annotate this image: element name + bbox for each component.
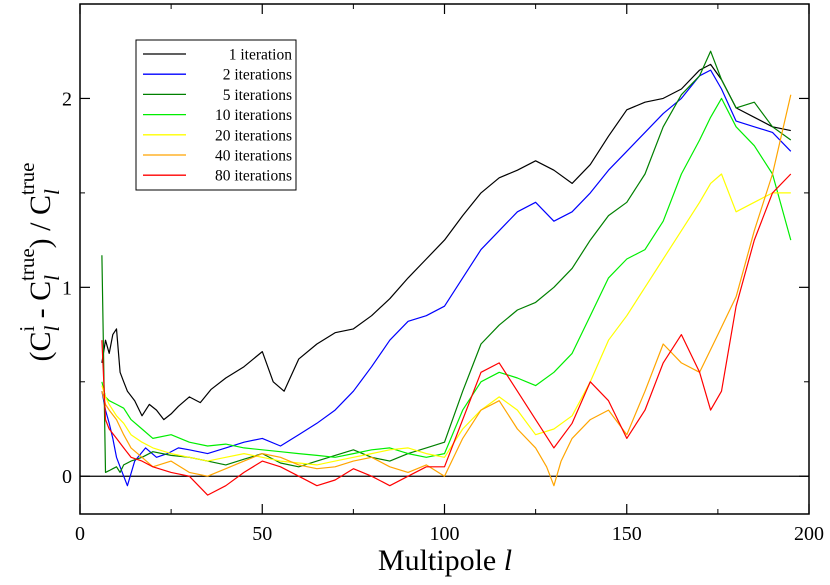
svg-text:(Cli - Cltrue) / Cltrue: (Cli - Cltrue) / Cltrue [15,162,64,361]
x-tick-label-4: 200 [794,523,824,545]
y-title-sub-l3: l [40,189,64,195]
y-tick-label-1: 1 [62,277,72,299]
y-title-sup-true: true [15,248,39,281]
x-tick-label-2: 100 [430,523,460,545]
series-line-6 [101,94,792,487]
y-axis-title: (Cli - Cltrue) / Cltrue [15,162,64,361]
y-tick-label-2: 2 [62,88,72,110]
y-title-sub-l1: l [40,326,64,332]
legend-label-6: 40 iterations [215,148,292,165]
x-tick-label-1: 50 [252,523,272,545]
legend-label-4: 10 iterations [215,107,292,124]
series-line-4 [101,97,792,458]
legend-label-7: 80 iterations [215,168,292,185]
legend-label-5: 20 iterations [215,127,292,144]
series-layer [101,50,792,496]
y-tick-label-0: 0 [62,466,72,488]
series-line-2 [101,69,792,487]
legend-label-2: 2 iterations [223,67,292,84]
y-title-sub-l2: l [40,275,64,281]
y-title-sup-i: i [15,326,39,332]
y-title-sup-true2: true [15,162,39,195]
x-tick-label-3: 150 [612,523,642,545]
legend-label-3: 5 iterations [223,87,292,104]
series-line-7 [101,173,792,496]
y-title-close: ) / C [24,195,57,248]
legend: 1 iteration 2 iterations 5 iterations 10 it… [135,39,297,191]
x-axis-title-text: Multipole [378,544,496,577]
ticks-layer: 0 50 100 150 200 0 1 2 [62,3,824,545]
x-axis-title-symbol: l [504,544,512,577]
x-axis-title: Multipole l [378,544,512,577]
series-line-1 [101,63,791,421]
y-title-minus: - C [24,281,57,326]
y-title-open: (C [24,332,57,362]
series-line-5 [101,173,791,466]
x-tick-label-0: 0 [75,523,85,545]
legend-label-1: 1 iteration [229,47,293,64]
